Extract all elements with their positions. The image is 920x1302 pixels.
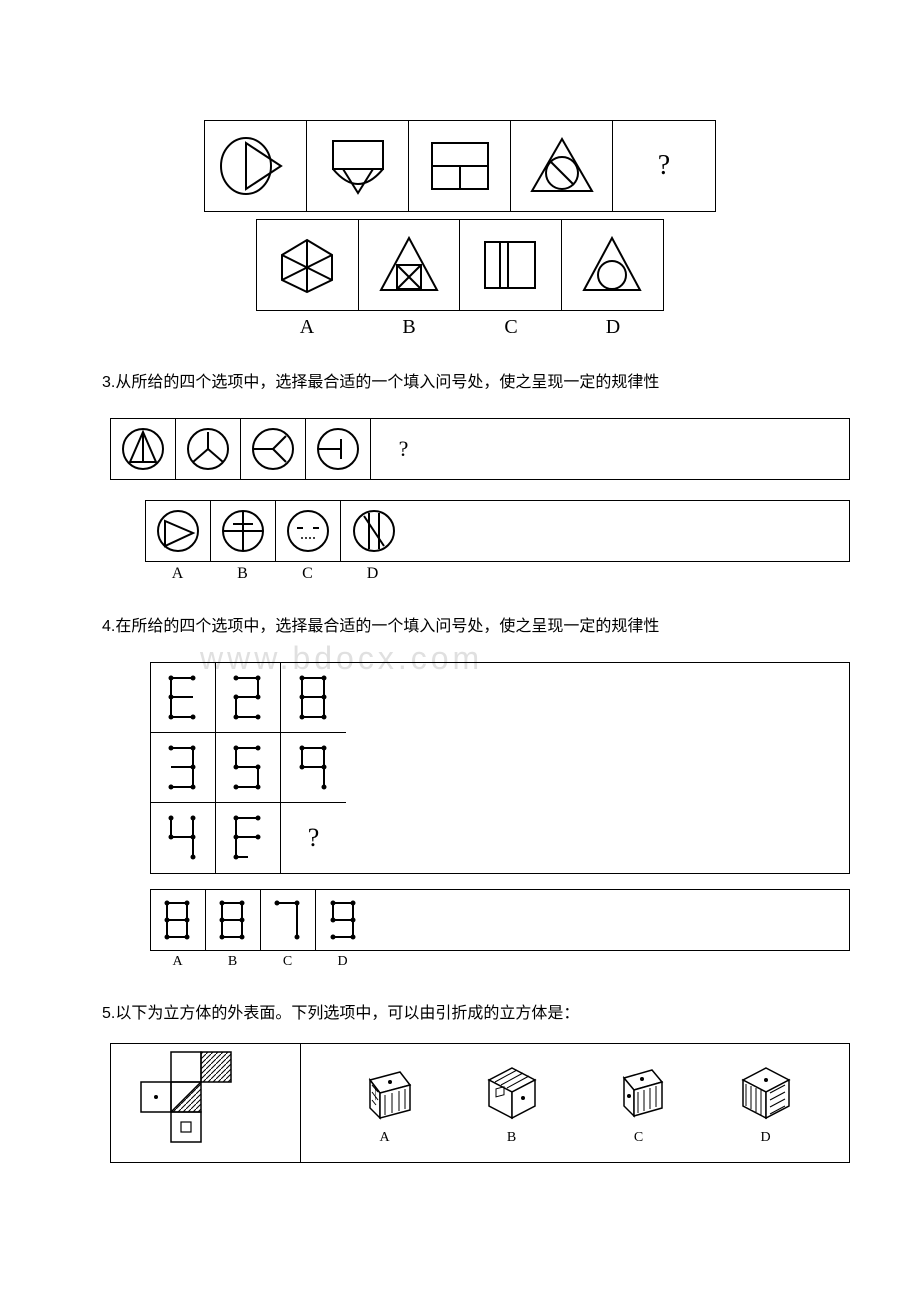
q3-optA — [146, 501, 211, 561]
q4-label-C: C — [260, 954, 315, 970]
q2-answer-row — [256, 219, 664, 311]
q4-cell-qmark: ? — [281, 803, 346, 873]
q4-text: 4.在所给的四个选项中，选择最合适的一个填入问号处，使之呈现一定的规律性 — [70, 613, 850, 642]
q5-optA: A — [350, 1060, 420, 1146]
q4-cell-1 — [151, 663, 216, 733]
q3-answers — [145, 500, 850, 562]
q3-label-C: C — [275, 565, 340, 583]
q4-optA — [151, 890, 206, 950]
q4-cell-7 — [151, 803, 216, 873]
q4-label-D: D — [315, 954, 370, 970]
q4-cell-5 — [216, 733, 281, 803]
q2-label-D: D — [562, 316, 664, 339]
q2-cell-4 — [511, 121, 613, 211]
q2-label-A: A — [256, 316, 358, 339]
q3-labels: A B C D — [145, 565, 850, 583]
q2-label-B: B — [358, 316, 460, 339]
q5-net — [111, 1044, 301, 1162]
q2-optC-cell — [460, 220, 562, 310]
q5-text: 5.以下为立方体的外表面。下列选项中，可以由引折成的立方体是： — [70, 1000, 850, 1029]
q3-cell-1 — [111, 419, 176, 479]
q4-question-mark: ? — [308, 823, 320, 853]
q3-label-A: A — [145, 565, 210, 583]
q3-question-mark: ? — [399, 436, 409, 462]
q3-cell-qmark: ? — [371, 419, 436, 479]
q3-optB — [211, 501, 276, 561]
q3-figure: ? — [110, 418, 850, 583]
q4-label-A: A — [150, 954, 205, 970]
q3-label-D: D — [340, 565, 405, 583]
q4-optB — [206, 890, 261, 950]
q4-cell-6 — [281, 733, 346, 803]
q4-cell-3 — [281, 663, 346, 733]
q4-figure: ? — [150, 662, 850, 970]
q4-grid: ? — [150, 662, 850, 874]
q3-text: 3.从所给的四个选项中，选择最合适的一个填入问号处，使之呈现一定的规律性 — [70, 369, 850, 398]
q3-cell-2 — [176, 419, 241, 479]
q2-optA-cell — [257, 220, 359, 310]
q2-question-mark: ? — [658, 150, 670, 182]
q3-optD — [341, 501, 406, 561]
q5-figure: A B — [110, 1043, 850, 1163]
q2-optB-cell — [359, 220, 461, 310]
q2-cell-3 — [409, 121, 511, 211]
q5-optD: D — [731, 1060, 801, 1146]
q2-optD-cell — [562, 220, 664, 310]
q5-optB: B — [477, 1060, 547, 1146]
q3-optC — [276, 501, 341, 561]
q5-cubes: A B — [301, 1044, 849, 1162]
q3-cell-4 — [306, 419, 371, 479]
q5-optC: C — [604, 1060, 674, 1146]
q3-sequence: ? — [110, 418, 850, 480]
q4-label-B: B — [205, 954, 260, 970]
q5-label-D: D — [760, 1130, 770, 1146]
q4-optD — [316, 890, 371, 950]
q3-cell-3 — [241, 419, 306, 479]
q5-label-B: B — [507, 1130, 516, 1146]
q2-label-C: C — [460, 316, 562, 339]
q3-label-B: B — [210, 565, 275, 583]
q4-cell-2 — [216, 663, 281, 733]
q5-label-C: C — [634, 1130, 643, 1146]
q4-cell-4 — [151, 733, 216, 803]
q4-answers — [150, 889, 850, 951]
q4-labels: A B C D — [150, 954, 850, 970]
q2-cell-2 — [307, 121, 409, 211]
q4-cell-8 — [216, 803, 281, 873]
q5-label-A: A — [379, 1130, 389, 1146]
q2-labels: A B C D — [256, 316, 664, 339]
q2-cell-1 — [205, 121, 307, 211]
q2-sequence-row: ? — [204, 120, 716, 212]
q4-optC — [261, 890, 316, 950]
q2-cell-qmark: ? — [613, 121, 715, 211]
q2-figure: ? — [70, 120, 850, 339]
